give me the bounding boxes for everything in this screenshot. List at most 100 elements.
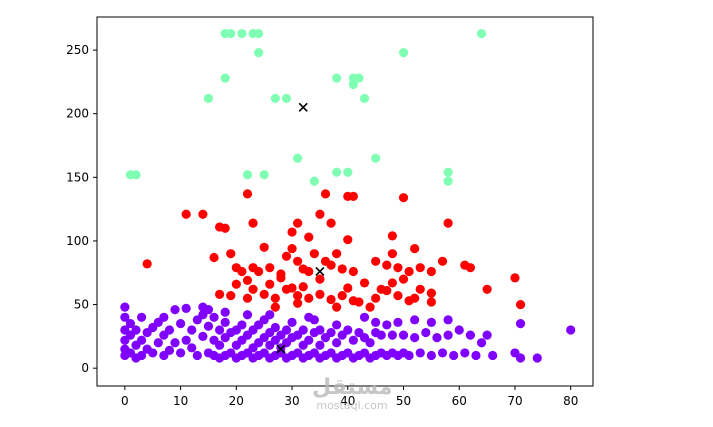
data-point	[398, 48, 409, 58]
data-point	[265, 310, 275, 320]
data-point	[293, 298, 303, 308]
data-point	[348, 335, 358, 345]
data-point	[120, 302, 130, 312]
data-point	[276, 273, 286, 283]
data-point	[404, 296, 414, 306]
data-point	[471, 350, 481, 361]
data-point	[365, 302, 375, 312]
data-point	[515, 353, 526, 363]
data-point	[170, 305, 180, 315]
data-point	[510, 273, 520, 283]
data-point	[443, 330, 453, 340]
data-point	[343, 167, 353, 177]
data-point	[476, 28, 487, 39]
data-point	[287, 317, 297, 327]
data-point	[404, 350, 414, 361]
data-point	[415, 263, 425, 273]
data-point	[515, 319, 526, 329]
x-tick-label: 40	[340, 394, 355, 408]
data-point	[332, 302, 342, 312]
data-point	[304, 335, 314, 345]
data-point	[164, 345, 175, 355]
data-point	[332, 73, 342, 83]
data-point	[359, 93, 370, 104]
data-point	[136, 335, 147, 345]
data-point	[198, 209, 208, 219]
data-point	[365, 338, 375, 348]
data-point	[198, 331, 208, 341]
data-point	[410, 315, 420, 325]
data-point	[237, 266, 247, 277]
data-point	[398, 274, 409, 284]
data-point	[337, 264, 347, 274]
data-point	[371, 317, 381, 327]
data-point	[187, 343, 197, 353]
data-point	[343, 325, 353, 335]
data-point	[281, 93, 292, 104]
data-point	[443, 315, 453, 325]
plot-frame	[96, 16, 594, 387]
data-point	[198, 310, 208, 320]
data-point	[426, 297, 436, 307]
centroid-marker	[276, 344, 286, 354]
data-point	[326, 294, 336, 305]
watermark-text: مستقل	[312, 375, 393, 400]
data-point	[454, 325, 464, 335]
data-point	[437, 348, 448, 358]
data-point	[426, 350, 436, 361]
x-tick-label: 70	[507, 394, 522, 408]
data-point	[215, 325, 225, 335]
data-point	[181, 209, 191, 219]
data-point	[181, 303, 191, 313]
data-point	[215, 289, 225, 299]
data-point	[566, 325, 576, 335]
data-point	[242, 310, 253, 320]
data-point	[293, 153, 303, 163]
axis-ticks: 0 10 20 30 40 50 60 70 80 0 50 100 150 200 250	[66, 43, 578, 408]
data-point	[270, 293, 280, 303]
data-point	[226, 249, 236, 259]
data-point	[164, 325, 175, 335]
data-point	[181, 335, 191, 345]
data-point	[382, 320, 392, 330]
data-point	[259, 242, 269, 252]
data-point	[359, 312, 370, 322]
data-point	[209, 312, 219, 322]
data-point	[348, 191, 358, 202]
data-point	[332, 338, 342, 348]
data-point	[332, 320, 342, 330]
data-point	[237, 320, 247, 330]
data-point	[254, 266, 264, 277]
data-point	[393, 317, 403, 327]
data-point	[153, 338, 163, 348]
data-point	[348, 296, 358, 306]
data-point	[304, 312, 314, 322]
centroid-stroke	[298, 102, 308, 112]
data-point	[443, 176, 453, 186]
data-point	[170, 338, 180, 348]
data-point	[136, 312, 147, 322]
data-point	[270, 93, 280, 104]
data-point	[287, 243, 297, 254]
data-point	[242, 293, 253, 303]
data-point	[203, 321, 214, 331]
data-point	[187, 325, 197, 335]
x-tick-label: 50	[396, 394, 411, 408]
data-point	[315, 289, 325, 299]
data-point	[376, 284, 386, 294]
data-point	[343, 283, 353, 293]
data-point	[348, 79, 358, 90]
data-point	[398, 193, 409, 203]
data-point	[175, 348, 186, 358]
data-point	[242, 189, 253, 199]
data-point	[192, 350, 202, 361]
data-point	[488, 350, 498, 361]
data-point	[387, 330, 397, 340]
data-point	[270, 322, 280, 333]
y-tick-label: 250	[66, 43, 89, 57]
data-point	[287, 283, 297, 293]
data-point	[332, 249, 342, 259]
data-point	[315, 209, 325, 219]
data-point	[175, 319, 186, 329]
data-point	[298, 325, 308, 335]
